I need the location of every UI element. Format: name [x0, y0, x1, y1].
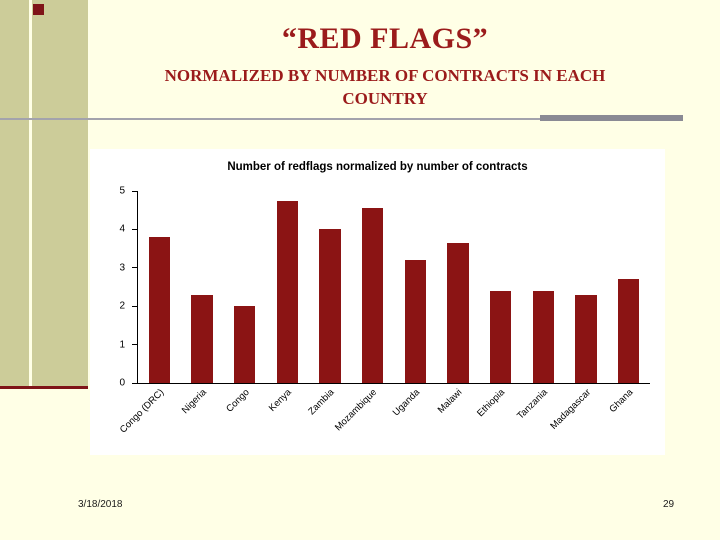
- x-tick-label: Ethiopia: [475, 387, 508, 420]
- x-tick-label: Kenya: [267, 387, 295, 414]
- page-number: 29: [663, 499, 675, 510]
- x-tick-label: Mozambique: [333, 387, 380, 434]
- y-tick-mark: [132, 344, 138, 346]
- left-band-decoration: [0, 0, 88, 389]
- y-tick-mark: [132, 190, 138, 192]
- plot-area: [132, 190, 650, 384]
- y-tick-mark: [132, 228, 138, 230]
- divider-accent-bar: [540, 115, 683, 121]
- y-tick-label: 2: [119, 300, 125, 312]
- bar-chart: Number of redflags normalized by number …: [90, 149, 665, 455]
- y-tick-mark: [132, 305, 138, 307]
- x-tick-label: Congo: [223, 387, 252, 415]
- slide-subtitle-line2: COUNTRY: [342, 88, 428, 108]
- bar: [490, 290, 512, 383]
- bar: [362, 208, 384, 383]
- y-tick-label: 0: [119, 377, 125, 389]
- y-tick-label: 3: [119, 262, 125, 274]
- y-tick-mark: [132, 382, 138, 384]
- y-axis-labels: 0 1 2 3 4 5: [90, 186, 131, 389]
- header: “RED FLAGS” NORMALIZED BY NUMBER OF CONT…: [85, 22, 685, 111]
- bar: [319, 229, 341, 383]
- x-tick-label: Uganda: [390, 387, 423, 419]
- footer-date: 3/18/2018: [78, 499, 123, 510]
- bar: [234, 306, 256, 383]
- bar: [575, 294, 597, 383]
- red-square-decoration: [33, 4, 44, 15]
- x-tick-label: Congo (DRC): [117, 387, 167, 436]
- bar: [618, 279, 640, 383]
- x-tick-label: Nigeria: [179, 387, 209, 417]
- x-axis-labels: Congo (DRC) Nigeria Congo Kenya Zambia Mozamb…: [118, 384, 649, 452]
- band-stripe-decoration: [29, 0, 32, 389]
- slide-subtitle-line1: NORMALIZED BY NUMBER OF CONTRACTS IN EAC…: [164, 66, 606, 85]
- y-tick-label: 4: [119, 223, 125, 235]
- maroon-line-decoration: [0, 386, 88, 389]
- divider-line: [0, 118, 683, 120]
- x-tick-label: Tanzania: [515, 387, 551, 422]
- bar: [148, 237, 170, 383]
- x-tick-label: Ghana: [607, 387, 636, 415]
- slide-subtitle: NORMALIZED BY NUMBER OF CONTRACTS IN EAC…: [85, 65, 685, 111]
- x-tick-label: Malawi: [436, 387, 465, 416]
- y-tick-label: 1: [119, 339, 125, 351]
- bar: [404, 260, 426, 383]
- x-tick-label: Zambia: [306, 387, 337, 418]
- bar: [191, 294, 213, 383]
- bar: [532, 290, 554, 383]
- y-tick-mark: [132, 267, 138, 269]
- x-tick-label: Madagascar: [548, 387, 593, 432]
- chart-title: Number of redflags normalized by number …: [227, 161, 528, 173]
- slide-title: “RED FLAGS”: [281, 22, 489, 55]
- y-tick-label: 5: [119, 185, 125, 197]
- bar: [447, 242, 469, 383]
- bar: [276, 200, 298, 383]
